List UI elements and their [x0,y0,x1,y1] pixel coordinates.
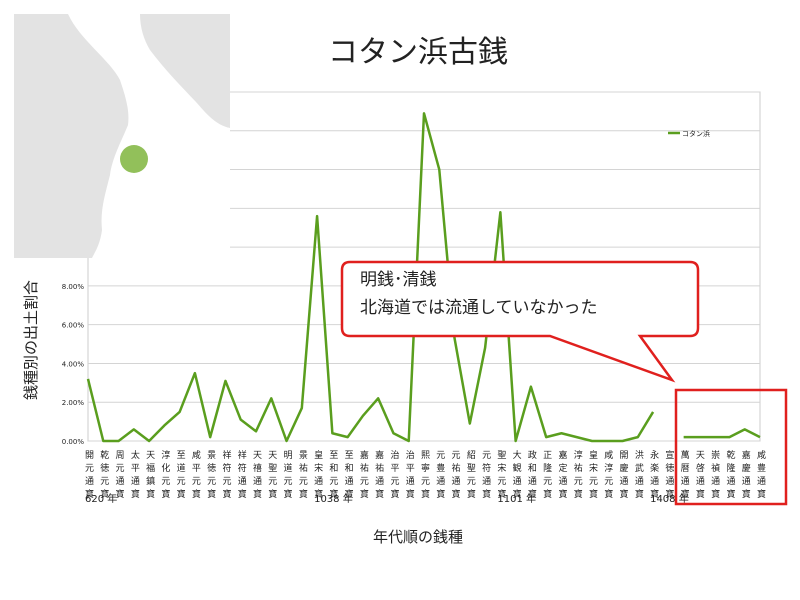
highlight-box [674,388,788,506]
x-tick-label: 永楽通寶 [648,449,659,502]
x-tick-label: 天禧通寶 [251,450,262,502]
x-tick-label: 祥符元寶 [220,449,231,502]
x-tick-label: 至和通寶 [343,450,354,502]
period-label: 1038 年 [314,492,353,505]
x-tick-label: 開慶通寶 [618,450,629,502]
x-tick-label: 乾隆通寶 [724,449,735,502]
x-tick-label: 萬暦通寶 [679,449,690,502]
x-tick-label: 咸淳元寶 [602,449,613,502]
map-land [140,14,230,128]
x-tick-label: 祥符通寶 [236,449,247,502]
x-tick-label: 治平元寶 [388,449,399,502]
x-tick-label: 至和元寶 [327,450,338,502]
x-tick-label: 政和通寶 [526,449,537,502]
x-tick-label: 至道元寶 [175,450,186,502]
x-tick-label: 景祐元寶 [297,450,308,502]
legend-label: コタン浜 [682,129,710,138]
chart-title: コタン浜古銭 [328,35,508,70]
x-tick-label: 聖宋元寶 [495,450,506,502]
period-label: 1101 年 [497,492,536,505]
x-axis-label: 年代順の銭種 [373,528,463,546]
x-tick-label: 咸平元寶 [190,449,201,502]
x-tick-label: 大観通寶 [511,449,522,502]
x-tick-label: 嘉定通寶 [556,449,567,502]
x-tick-label: 天啓通寶 [694,450,705,502]
x-tick-label: 明道元寶 [282,450,293,502]
x-tick-label: 開元通寶 [83,450,94,502]
x-tick-label: 元豊通寶 [434,450,445,502]
x-tick-label: 洪武通寶 [633,449,644,502]
map-land [14,14,129,258]
x-tick-label: 周元通寶 [114,450,125,502]
x-tick-label: 元符通寶 [480,450,491,502]
y-tick-label: 2.00% [62,399,85,407]
x-tick-label: 崇禎通寶 [709,450,720,502]
x-tick-label: 乾徳元寶 [98,449,109,502]
x-tick-label: 咸豊通寶 [755,449,766,502]
x-tick-label: 嘉祐元寶 [358,449,369,502]
data-line [86,112,761,443]
x-tick-label: 嘉祐通寶 [373,449,384,502]
y-tick-label: 0.00% [62,438,85,446]
x-tick-label: 淳化元寶 [159,449,170,502]
x-tick-label: 元祐通寶 [450,450,461,502]
x-tick-label: 淳祐元寶 [572,449,583,502]
callout-text: 北海道では流通していなかった [360,298,598,318]
x-tick-label: 宣徳通寶 [663,449,674,502]
x-tick-label: 景徳元寶 [205,450,216,502]
x-tick-label: 皇宋通寶 [312,449,323,502]
site-marker [120,145,148,173]
y-tick-label: 4.00% [62,360,85,368]
x-tick-label: 紹聖元寶 [465,449,476,502]
callout-box [340,260,700,383]
y-tick-label: 8.00% [62,283,85,291]
period-label: 620 年 [85,492,117,505]
x-tick-label: 天福鎮寶 [144,450,155,502]
callout-text: 明銭･清銭 [360,270,437,290]
x-tick-label: 熙寧元寶 [419,450,430,502]
x-tick-label: 皇宋元寶 [587,449,598,502]
period-label: 1408 年 [650,492,689,505]
x-tick-label: 嘉慶通寶 [740,449,751,502]
x-tick-label: 正隆元寶 [541,450,552,502]
x-tick-label: 太平通寶 [129,449,140,502]
x-tick-label: 治平通寶 [404,449,415,502]
y-tick-label: 6.00% [62,322,85,330]
x-tick-label: 天聖元寶 [266,450,277,502]
map-inset [14,14,230,258]
y-axis-label: 銭種別の出土割合 [22,280,40,400]
